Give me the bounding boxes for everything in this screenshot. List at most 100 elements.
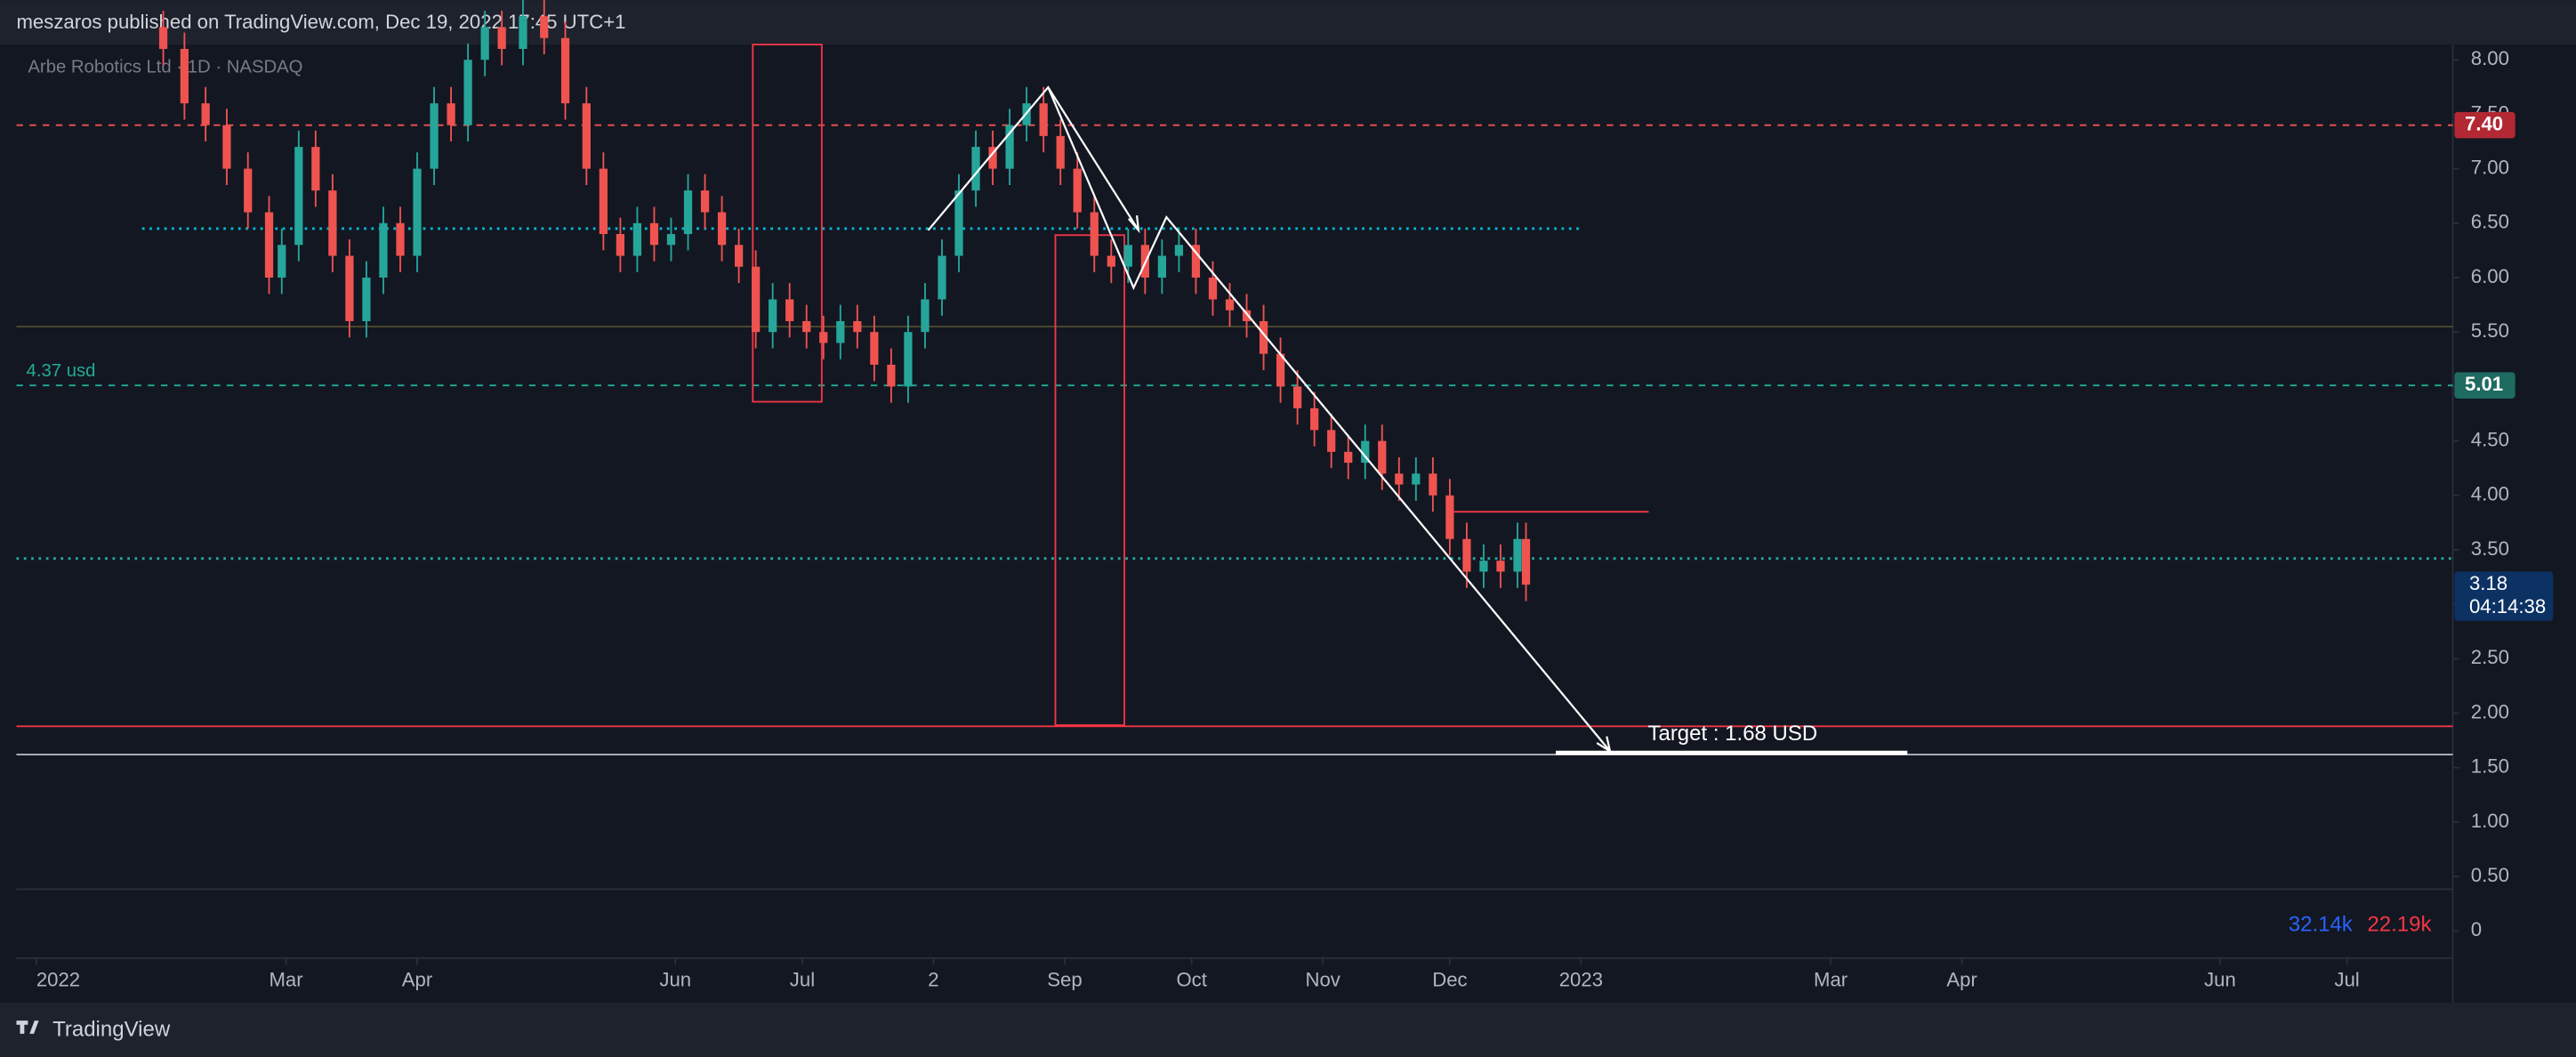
y-tick-label: 2.00 [2471,700,2509,722]
y-tick-label: 3.50 [2471,537,2509,560]
candle-body [413,168,422,256]
y-tick-label: 0 [2471,918,2482,940]
y-tick-label: 6.50 [2471,211,2509,233]
last-price-box [2454,571,2554,621]
price-label: 5.01 [2465,373,2503,395]
candle-body [938,255,946,300]
x-tick-label: Apr [402,969,433,991]
target-text: Target : 1.68 USD [1647,722,1817,746]
candle-body [717,212,727,246]
x-tick-label: Sep [1047,969,1082,991]
candle-body [158,27,168,49]
candle-body [1310,407,1319,431]
y-tick-label: 4.00 [2471,483,2509,505]
candle-body [345,255,354,321]
x-tick-label: Dec [1432,969,1467,991]
candle-body [870,332,879,365]
price-label-box [2454,372,2516,399]
x-tick-label: 2 [928,969,938,991]
projection-arrow [1047,86,1611,752]
candle-body [1242,310,1252,321]
y-tick-label: 7.00 [2471,156,2509,178]
candle-body [201,103,210,125]
candle-body [1056,135,1065,169]
price-label-box [2454,111,2516,139]
y-tick-label: 0.50 [2471,864,2509,886]
y-tick-label: 8.00 [2471,47,2509,69]
candle-body [294,147,303,246]
candle-body [1039,103,1048,136]
range-box [1054,234,1125,726]
candle-body [396,222,405,256]
last-price-label: 3.18 [2469,572,2508,594]
candle-body [616,234,625,256]
y-tick-label: 5.50 [2471,319,2509,342]
candle-body [1462,538,1471,572]
candle-body [1513,538,1522,572]
x-tick-label: Mar [269,969,303,991]
candle-body [311,147,320,191]
candle-body [1521,538,1531,585]
x-tick-label: Jul [790,969,815,991]
candle-body [222,125,231,169]
y-tick-label: 4.50 [2471,428,2509,450]
footer-brand: TradingView [52,1018,171,1042]
candle-body [1395,473,1404,485]
candle-body [1157,255,1166,278]
candle-body [769,299,777,333]
candle-body [1378,440,1387,474]
candle-body [1361,440,1370,464]
x-tick-label: Apr [1946,969,1977,991]
left-note: 4.37 usd [27,361,96,381]
candle-body [447,103,455,125]
candle-body [1090,212,1099,256]
candle-body [1191,245,1201,278]
tradingview-logo [16,1021,39,1034]
candle-body [1107,255,1115,267]
candle-body [540,16,549,38]
volume-label: 22.19k [2367,912,2432,936]
candle-body [649,222,659,246]
candle-body [1174,245,1184,256]
candle-body [1123,245,1132,267]
candle-body [752,266,761,333]
candle-body [1479,561,1488,572]
volume-label: 32.14k [2289,912,2354,936]
candle-body [1412,473,1421,485]
candle-body [666,234,676,246]
y-tick-label: 1.50 [2471,755,2509,778]
candle-body [560,37,570,104]
candle-body [480,27,489,61]
candle-body [954,190,963,256]
candle-body [921,299,930,333]
x-tick-label: Jun [2204,969,2236,991]
candle-body [497,27,506,49]
candle-body [362,278,371,321]
candle-body [244,168,253,213]
candle-body [599,168,608,235]
candle-body [180,48,189,104]
candle-body [632,222,642,256]
candle-body [264,212,274,278]
candle-body [734,245,744,267]
candle-body [988,147,997,169]
candle-body [1259,320,1268,354]
y-tick-label: 6.00 [2471,265,2509,287]
x-tick-label: Mar [1814,969,1848,991]
y-tick-label: 1.00 [2471,810,2509,832]
x-tick-label: Nov [1305,969,1340,991]
candle-body [1005,125,1014,169]
candle-body [430,103,439,169]
candle-body [1208,278,1218,300]
header-text: meszaros published on TradingView.com, D… [16,11,625,33]
candle-body [1327,430,1336,452]
candle-body [1445,495,1454,539]
drawings [927,85,1908,755]
symbol-legend: Arbe Robotics Ltd · 1D · NASDAQ [28,57,302,77]
candle-body [519,16,527,49]
candle-body [278,245,286,278]
x-tick-label: Jul [2334,969,2359,991]
